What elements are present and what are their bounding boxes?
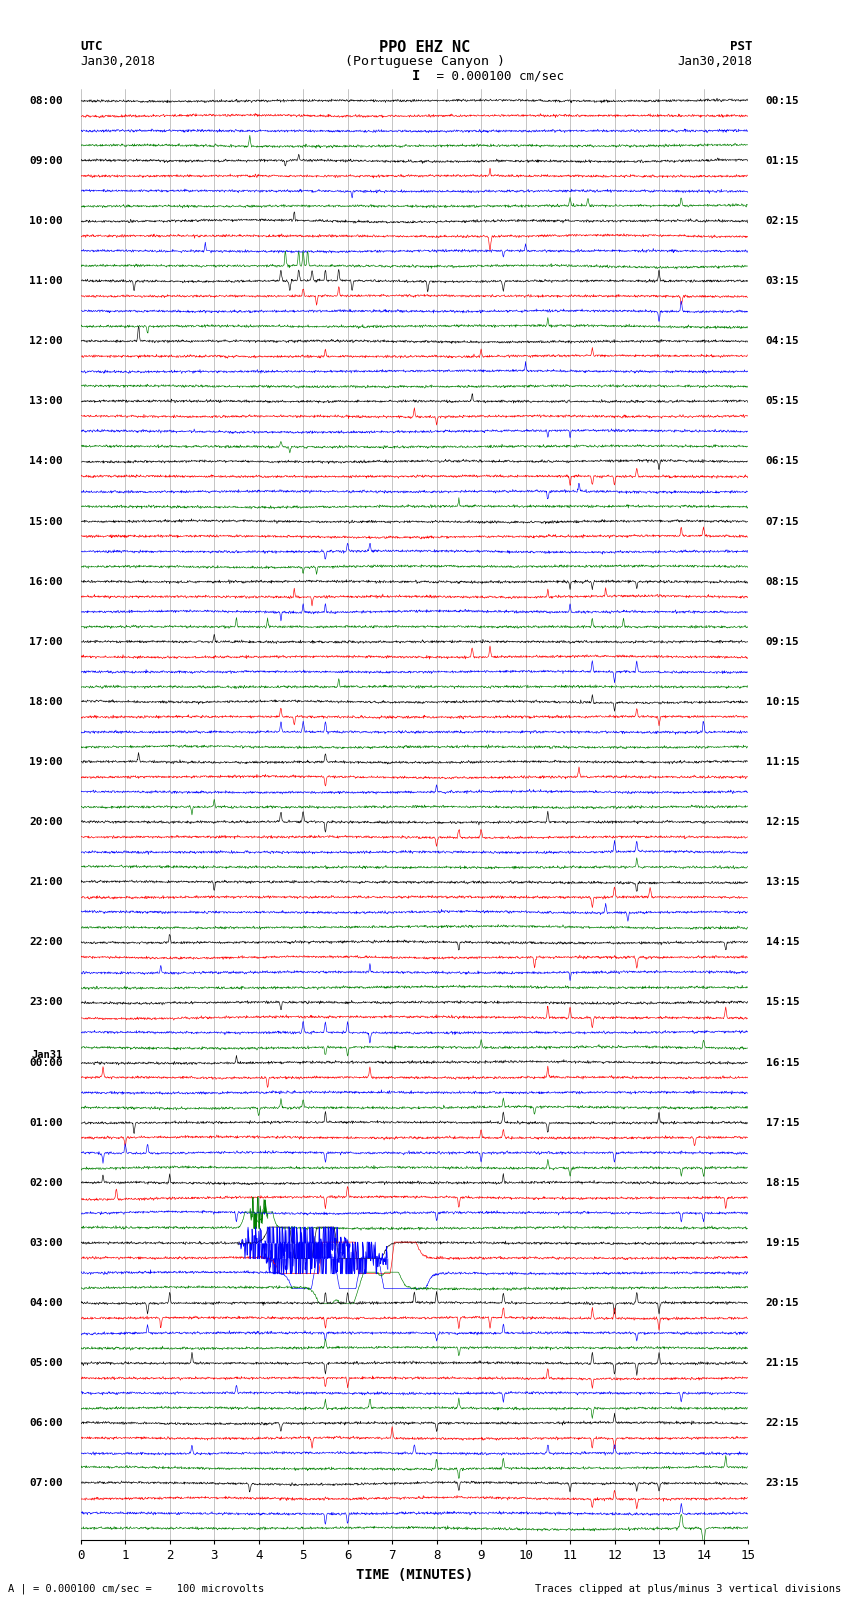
- X-axis label: TIME (MINUTES): TIME (MINUTES): [356, 1568, 473, 1582]
- Text: 05:00: 05:00: [29, 1358, 63, 1368]
- Text: 06:15: 06:15: [766, 456, 800, 466]
- Text: 09:15: 09:15: [766, 637, 800, 647]
- Text: 02:15: 02:15: [766, 216, 800, 226]
- Text: 20:15: 20:15: [766, 1298, 800, 1308]
- Text: 18:15: 18:15: [766, 1177, 800, 1187]
- Text: 12:15: 12:15: [766, 818, 800, 827]
- Text: 22:00: 22:00: [29, 937, 63, 947]
- Text: 02:00: 02:00: [29, 1177, 63, 1187]
- Text: 08:15: 08:15: [766, 576, 800, 587]
- Text: 16:00: 16:00: [29, 576, 63, 587]
- Text: Jan30,2018: Jan30,2018: [81, 55, 156, 68]
- Text: 00:15: 00:15: [766, 95, 800, 106]
- Text: 15:00: 15:00: [29, 516, 63, 526]
- Text: Jan30,2018: Jan30,2018: [677, 55, 752, 68]
- Text: 06:00: 06:00: [29, 1418, 63, 1428]
- Text: 20:00: 20:00: [29, 818, 63, 827]
- Text: A | = 0.000100 cm/sec =    100 microvolts: A | = 0.000100 cm/sec = 100 microvolts: [8, 1582, 264, 1594]
- Text: 19:00: 19:00: [29, 756, 63, 766]
- Text: 00:00: 00:00: [29, 1058, 63, 1068]
- Text: 22:15: 22:15: [766, 1418, 800, 1428]
- Text: 10:15: 10:15: [766, 697, 800, 706]
- Text: 07:15: 07:15: [766, 516, 800, 526]
- Text: 05:15: 05:15: [766, 397, 800, 406]
- Text: 14:15: 14:15: [766, 937, 800, 947]
- Text: 13:15: 13:15: [766, 877, 800, 887]
- Text: 10:00: 10:00: [29, 216, 63, 226]
- Text: UTC: UTC: [81, 40, 103, 53]
- Text: 14:00: 14:00: [29, 456, 63, 466]
- Text: 16:15: 16:15: [766, 1058, 800, 1068]
- Text: 23:15: 23:15: [766, 1478, 800, 1489]
- Text: Jan31: Jan31: [31, 1050, 63, 1060]
- Text: 17:00: 17:00: [29, 637, 63, 647]
- Text: 12:00: 12:00: [29, 336, 63, 347]
- Text: 15:15: 15:15: [766, 997, 800, 1008]
- Text: 13:00: 13:00: [29, 397, 63, 406]
- Text: 04:00: 04:00: [29, 1298, 63, 1308]
- Text: (Portuguese Canyon ): (Portuguese Canyon ): [345, 55, 505, 68]
- Text: 21:00: 21:00: [29, 877, 63, 887]
- Text: 04:15: 04:15: [766, 336, 800, 347]
- Text: 09:00: 09:00: [29, 156, 63, 166]
- Text: 01:00: 01:00: [29, 1118, 63, 1127]
- Text: 07:00: 07:00: [29, 1478, 63, 1489]
- Text: Traces clipped at plus/minus 3 vertical divisions: Traces clipped at plus/minus 3 vertical …: [536, 1584, 842, 1594]
- Text: I: I: [412, 69, 421, 84]
- Text: 23:00: 23:00: [29, 997, 63, 1008]
- Text: 11:15: 11:15: [766, 756, 800, 766]
- Text: 03:00: 03:00: [29, 1237, 63, 1248]
- Text: = 0.000100 cm/sec: = 0.000100 cm/sec: [429, 69, 564, 82]
- Text: 08:00: 08:00: [29, 95, 63, 106]
- Text: 19:15: 19:15: [766, 1237, 800, 1248]
- Text: 21:15: 21:15: [766, 1358, 800, 1368]
- Text: PST: PST: [730, 40, 752, 53]
- Text: 01:15: 01:15: [766, 156, 800, 166]
- Text: PPO EHZ NC: PPO EHZ NC: [379, 40, 471, 55]
- Text: 03:15: 03:15: [766, 276, 800, 286]
- Text: 17:15: 17:15: [766, 1118, 800, 1127]
- Text: 18:00: 18:00: [29, 697, 63, 706]
- Text: 11:00: 11:00: [29, 276, 63, 286]
